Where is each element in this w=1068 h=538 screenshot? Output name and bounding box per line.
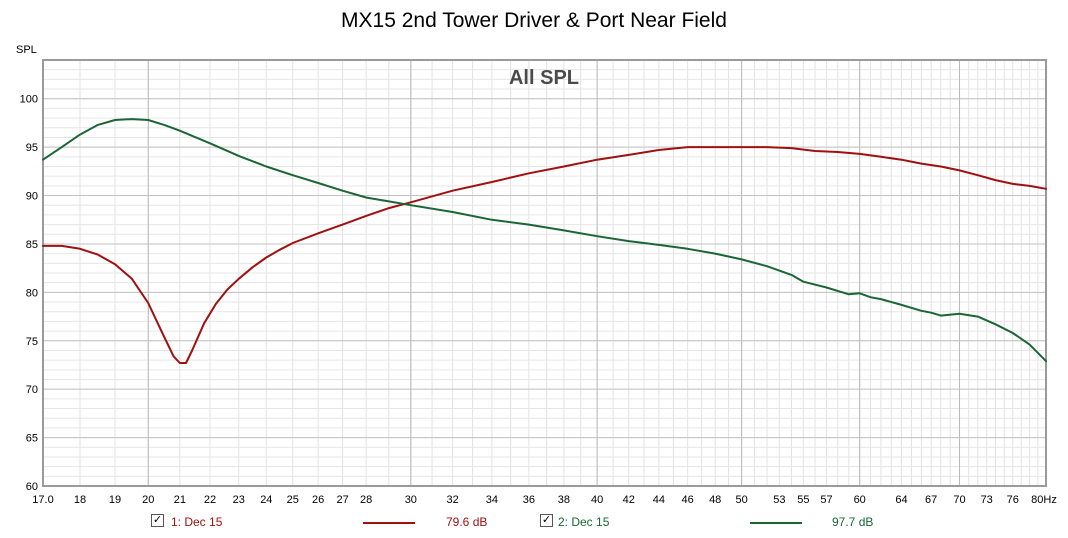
y-tick-label: 85 [26, 239, 38, 251]
series2-legend-label: 2: Dec 15 [558, 515, 610, 529]
x-tick-label: 57 [820, 494, 832, 506]
series2-legend-swatch [750, 522, 802, 524]
x-tick-label: 17.0 [32, 494, 53, 506]
x-tick-label: 76 [1007, 494, 1019, 506]
x-tick-label: 22 [204, 494, 216, 506]
series1-legend-swatch [363, 522, 415, 524]
series2-checkbox[interactable]: ✓ [540, 514, 553, 527]
series-line-2 [42, 118, 1047, 363]
x-tick-label: 42 [623, 494, 635, 506]
x-tick-label: 53 [773, 494, 785, 506]
series1-checkbox[interactable]: ✓ [151, 514, 164, 527]
series1-legend-value: 79.6 dB [446, 515, 488, 529]
x-tick-label: 55 [797, 494, 809, 506]
x-tick-label: 26 [312, 494, 324, 506]
x-tick-label: 30 [405, 494, 417, 506]
x-tick-label: 25 [287, 494, 299, 506]
x-tick-label: 50 [736, 494, 748, 506]
y-tick-label: 75 [26, 336, 38, 348]
x-tick-label: 19 [109, 494, 121, 506]
x-tick-label: 34 [486, 494, 498, 506]
series1-legend-label: 1: Dec 15 [171, 515, 223, 529]
x-tick-label: 27 [336, 494, 348, 506]
x-tick-label: 18 [74, 494, 86, 506]
y-tick-label: 80 [26, 287, 38, 299]
x-tick-label: 46 [682, 494, 694, 506]
x-tick-label: 28 [360, 494, 372, 506]
x-tick-label: 20 [142, 494, 154, 506]
x-tick-label: 60 [854, 494, 866, 506]
y-tick-label: 60 [26, 481, 38, 493]
y-tick-label: 70 [26, 384, 38, 396]
y-tick-label: 65 [26, 433, 38, 445]
x-tick-label: 44 [653, 494, 665, 506]
plot-frame [42, 59, 1047, 487]
x-tick-label: 64 [895, 494, 907, 506]
x-tick-label: 21 [174, 494, 186, 506]
x-tick-label: 67 [925, 494, 937, 506]
series-line-1 [42, 146, 1047, 364]
x-tick-label: 73 [981, 494, 993, 506]
y-tick-label: 90 [26, 191, 38, 203]
y-tick-label: 95 [26, 142, 38, 154]
x-tick-label: 24 [260, 494, 272, 506]
chart-title: MX15 2nd Tower Driver & Port Near Field [341, 9, 727, 32]
y-axis-label: SPL [16, 44, 37, 56]
x-tick-label: 23 [233, 494, 245, 506]
x-tick-label: 32 [446, 494, 458, 506]
x-tick-label: 70 [953, 494, 965, 506]
y-tick-label: 100 [20, 94, 38, 106]
x-tick-label: 40 [591, 494, 603, 506]
x-tick-label: 38 [558, 494, 570, 506]
x-tick-label: 48 [709, 494, 721, 506]
x-axis-end-label: 80Hz [1031, 494, 1057, 506]
overlay-label: All SPL [509, 67, 579, 89]
x-tick-label: 36 [523, 494, 535, 506]
series2-legend-value: 97.7 dB [832, 515, 874, 529]
